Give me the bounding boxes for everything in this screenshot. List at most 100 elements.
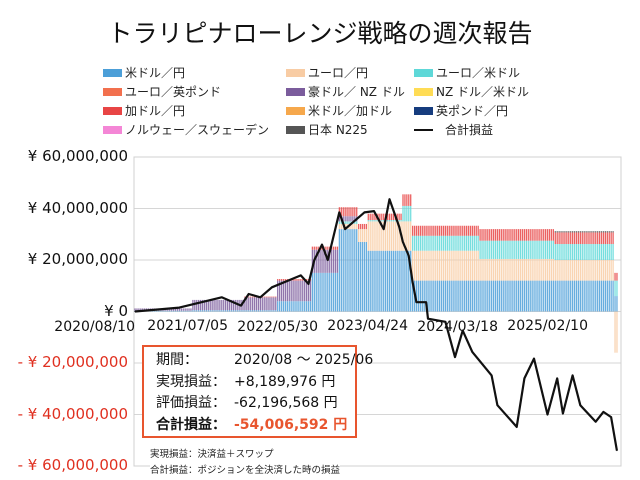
bar-segment-cadjpy — [410, 194, 412, 206]
bar-segment-eurjpy — [473, 250, 475, 281]
bar-segment-eurjpy — [383, 221, 385, 251]
bar-segment-cadjpy — [300, 279, 302, 281]
bar-segment-eurusd — [537, 240, 539, 259]
bar-segment-usdjpy — [479, 280, 481, 312]
bar-segment-eurjpy — [435, 250, 437, 281]
legend-label: 米ドル／加ドル — [308, 104, 393, 118]
x-tick-label: 2025/02/10 — [507, 318, 588, 334]
bar-segment-audnzd — [352, 216, 354, 222]
bar-segment-cadjpy — [521, 229, 524, 241]
bar-segment-cadjpy — [573, 232, 576, 245]
bar-segment-cadjpy — [597, 232, 599, 245]
bar-segment-eurusd — [510, 240, 512, 259]
bar-segment-usdjpy — [583, 280, 585, 312]
total-pnl-point — [411, 281, 414, 283]
bar-segment-audnzd — [205, 299, 208, 311]
bar-segment-eurjpy — [352, 223, 354, 230]
bar-segment-usdjpy — [487, 280, 489, 312]
bar-segment-usdjpy — [223, 310, 225, 312]
bar-segment-cadjpy — [344, 207, 346, 217]
bar-segment-usdjpy — [209, 310, 211, 312]
bar-segment-cadjpy — [587, 232, 589, 245]
bar-segment-eurusd — [516, 240, 518, 259]
total-pnl-point — [602, 411, 605, 413]
bar-segment-cadjpy — [419, 225, 421, 236]
total-pnl-point — [556, 377, 558, 380]
bar-segment-eurusd — [450, 235, 452, 251]
bar-segment-eurjpy — [444, 250, 447, 281]
bar-segment-cadjpy — [317, 246, 319, 250]
bar-segment-cadjpy — [278, 279, 281, 281]
total-pnl-point — [408, 255, 410, 257]
bar-segment-cadjpy — [332, 246, 335, 250]
bar-segment-eurusd — [373, 220, 375, 222]
bar-segment-cadjpy — [554, 232, 556, 245]
bar-segment-cadjpy — [469, 225, 472, 236]
bar-segment-audnzd — [203, 299, 206, 311]
bar-segment-eurusd — [512, 240, 514, 259]
bar-segment-audnzd — [174, 308, 177, 311]
bar-segment-usdjpy — [568, 280, 570, 312]
bar-segment-cadjpy — [548, 229, 551, 241]
bar-segment-usdjpy — [467, 280, 470, 312]
bar-segment-eurjpy — [514, 258, 516, 281]
legend-item: NZ ドル／米ドル — [414, 83, 529, 100]
bar-segment-n225 — [579, 231, 581, 233]
bar-segment-usdjpy — [236, 310, 238, 312]
bar-segment-cadjpy — [519, 229, 522, 241]
bar-segment-usdjpy — [410, 250, 412, 312]
bar-segment-usdjpy — [435, 280, 437, 312]
bar-segment-eurjpy — [427, 250, 429, 281]
bar-segment-audnzd — [221, 299, 223, 311]
bar-segment-audnzd — [271, 297, 273, 311]
bar-segment-eurjpy — [527, 258, 529, 281]
bar-segment-eurusd — [415, 235, 418, 251]
bar-segment-usdjpy — [161, 310, 163, 312]
bar-segment-cadjpy — [273, 296, 275, 298]
bar-segment-n225 — [585, 231, 587, 233]
bar-segment-eurusd — [467, 235, 470, 251]
total-pnl-point — [134, 310, 136, 313]
bar-segment-eurjpy — [489, 258, 491, 281]
bar-segment-audnzd — [217, 299, 219, 311]
bar-segment-usdjpy — [494, 280, 497, 312]
bar-segment-usdjpy — [325, 272, 327, 312]
bar-segment-usdjpy — [558, 280, 560, 312]
bar-segment-cadjpy — [518, 229, 520, 241]
bar-segment-eurjpy — [425, 250, 427, 281]
bar-segment-n225 — [558, 231, 560, 233]
bar-segment-cadjpy — [496, 229, 499, 241]
bar-segment-usdjpy — [390, 250, 393, 312]
legend-label: 日本 N225 — [308, 123, 368, 137]
bar-segment-eurjpy — [479, 258, 481, 281]
bar-segment-usdjpy — [579, 280, 581, 312]
bar-segment-usdjpy — [165, 310, 167, 312]
bar-segment-usdjpy — [319, 272, 321, 312]
bar-segment-audnzd — [253, 297, 256, 311]
bar-segment-eurusd — [558, 244, 560, 260]
bar-segment-usdjpy — [226, 310, 229, 312]
bar-segment-usdjpy — [344, 229, 346, 312]
total-pnl-point — [427, 318, 429, 320]
bar-segment-eurjpy — [591, 260, 593, 281]
x-tick-label: 2021/07/05 — [147, 318, 228, 334]
bar-segment-usdjpy — [302, 301, 304, 312]
bar-segment-cadjpy — [244, 296, 246, 298]
bar-segment-usdjpy — [250, 310, 252, 312]
bar-segment-eurjpy — [573, 260, 576, 281]
bar-segment-audnzd — [331, 249, 333, 273]
legend-swatch — [286, 87, 305, 96]
bar-segment-cadjpy — [473, 225, 475, 236]
chart-title: トラリピナローレンジ戦略の週次報告 — [107, 19, 533, 48]
bar-segment-audnzd — [334, 249, 337, 273]
bar-segment-eurjpy — [413, 250, 416, 281]
bar-segment-eurusd — [392, 220, 395, 222]
bar-segment-eurjpy — [560, 260, 562, 281]
bar-segment-eurjpy — [571, 260, 574, 281]
period-row: 期間： 2020/08 ～ 2025/06 — [156, 352, 374, 368]
bar-segment-eurjpy — [535, 258, 537, 281]
bar-segment-eurusd — [354, 221, 356, 224]
bar-segment-audnzd — [350, 216, 352, 222]
bar-segment-cadjpy — [471, 225, 474, 236]
bar-segment-n225 — [600, 231, 603, 233]
